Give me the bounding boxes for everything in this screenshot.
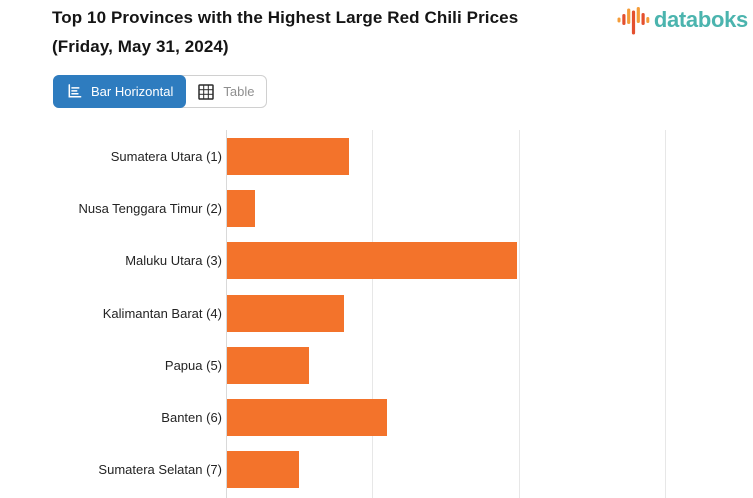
bar[interactable]	[227, 190, 255, 228]
bar[interactable]	[227, 138, 349, 175]
category-label: Maluku Utara (3)	[125, 253, 222, 269]
bar-chart: Sumatera Utara (1) Nusa Tenggara Timur (2…	[0, 130, 753, 498]
gridline	[372, 130, 374, 498]
table-icon	[198, 83, 215, 100]
gridline	[665, 130, 667, 498]
databoks-logo-icon	[617, 7, 650, 35]
category-label: Sumatera Utara (1)	[110, 149, 222, 164]
bar-horizontal-button[interactable]: Bar Horizontal	[53, 75, 187, 108]
table-button[interactable]: Table	[185, 76, 266, 107]
bar[interactable]	[227, 451, 299, 489]
category-label: Sumatera Selatan (7)	[98, 462, 222, 478]
databoks-logo: databoks	[617, 5, 748, 35]
value-axis-line	[226, 130, 227, 498]
category-label: Kalimantan Barat (4)	[102, 305, 222, 321]
bar-horizontal-icon	[68, 84, 82, 98]
chart-title-line2: (Friday, May 31, 2024)	[52, 37, 229, 56]
gridline	[518, 130, 520, 498]
category-label: Nusa Tenggara Timur (2)	[78, 201, 222, 217]
bar-horizontal-label: Bar Horizontal	[91, 84, 174, 99]
category-label: Papua (5)	[164, 357, 222, 373]
chart-type-toggle: Bar Horizontal Table	[53, 75, 268, 108]
chart-title: Top 10 Provinces with the Highest Large …	[52, 3, 518, 61]
category-label: Banten (6)	[161, 410, 222, 425]
databoks-logo-text: databoks	[653, 7, 748, 32]
bar[interactable]	[227, 346, 309, 384]
bar[interactable]	[227, 399, 387, 436]
table-label: Table	[223, 84, 255, 99]
bar[interactable]	[227, 242, 517, 280]
chart-title-line1: Top 10 Provinces with the Highest Large …	[52, 8, 519, 27]
bar[interactable]	[227, 294, 345, 332]
